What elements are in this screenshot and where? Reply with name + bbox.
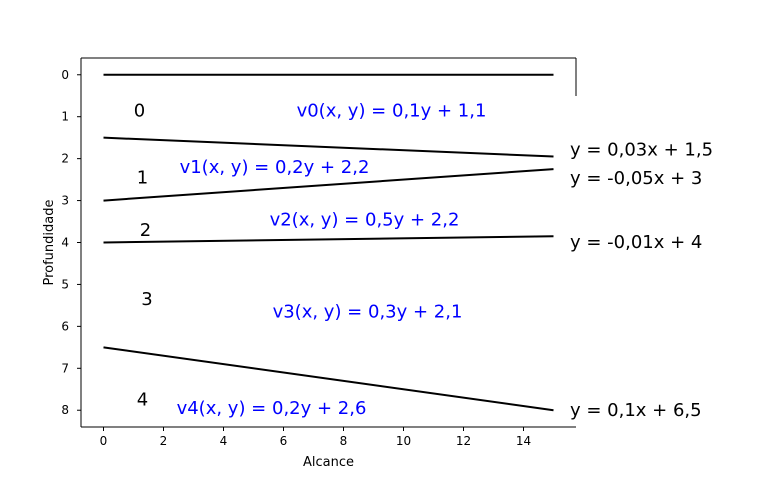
layer-number-1: 1 [137, 168, 148, 189]
y-tick-label: 1 [61, 110, 69, 124]
layer-number-4: 4 [137, 390, 148, 411]
series-line-3 [103, 235, 554, 244]
y-tick-label: 4 [61, 236, 69, 250]
y-tick-label: 5 [61, 277, 69, 291]
equation-label-2: y = -0,05x + 3 [570, 168, 702, 189]
y-tick-label: 8 [61, 403, 69, 417]
layer-number-3: 3 [141, 289, 152, 310]
series-line-2 [103, 168, 554, 202]
x-tick-label: 14 [516, 434, 531, 448]
series-line-1 [103, 136, 554, 158]
annotations: y = 0,03x + 1,5 y = -0,05x + 3 y = -0,01x … [134, 100, 713, 421]
series-line-4 [103, 346, 554, 412]
x-tick-label: 4 [220, 434, 228, 448]
plot-area [103, 73, 554, 412]
y-tick-label: 7 [61, 361, 69, 375]
y-tick-label: 6 [61, 319, 69, 333]
velocity-label-1: v1(x, y) = 0,2y + 2,2 [180, 157, 370, 178]
x-axis-label: Alcance [303, 455, 354, 470]
velocity-label-0: v0(x, y) = 0,1y + 1,1 [297, 100, 487, 121]
y-tick-label: 3 [61, 194, 69, 208]
velocity-label-2: v2(x, y) = 0,5y + 2,2 [270, 209, 460, 230]
velocity-label-4: v4(x, y) = 0,2y + 2,6 [177, 398, 367, 419]
layer-number-2: 2 [140, 220, 151, 241]
equation-label-3: y = -0,01x + 4 [570, 232, 702, 253]
x-tick-label: 6 [280, 434, 288, 448]
equation-label-1: y = 0,03x + 1,5 [570, 140, 713, 161]
x-tick-label: 2 [160, 434, 168, 448]
x-tick-label: 10 [396, 434, 411, 448]
x-tick-label: 0 [100, 434, 108, 448]
y-tick-label: 0 [61, 68, 69, 82]
y-tick-label: 2 [61, 152, 69, 166]
x-tick-label: 12 [456, 434, 471, 448]
x-tick-label: 8 [340, 434, 348, 448]
velocity-label-3: v3(x, y) = 0,3y + 2,1 [273, 302, 463, 323]
layer-number-0: 0 [134, 100, 145, 121]
equation-label-4: y = 0,1x + 6,5 [570, 400, 702, 421]
y-axis-label: Profundidade [42, 199, 57, 285]
